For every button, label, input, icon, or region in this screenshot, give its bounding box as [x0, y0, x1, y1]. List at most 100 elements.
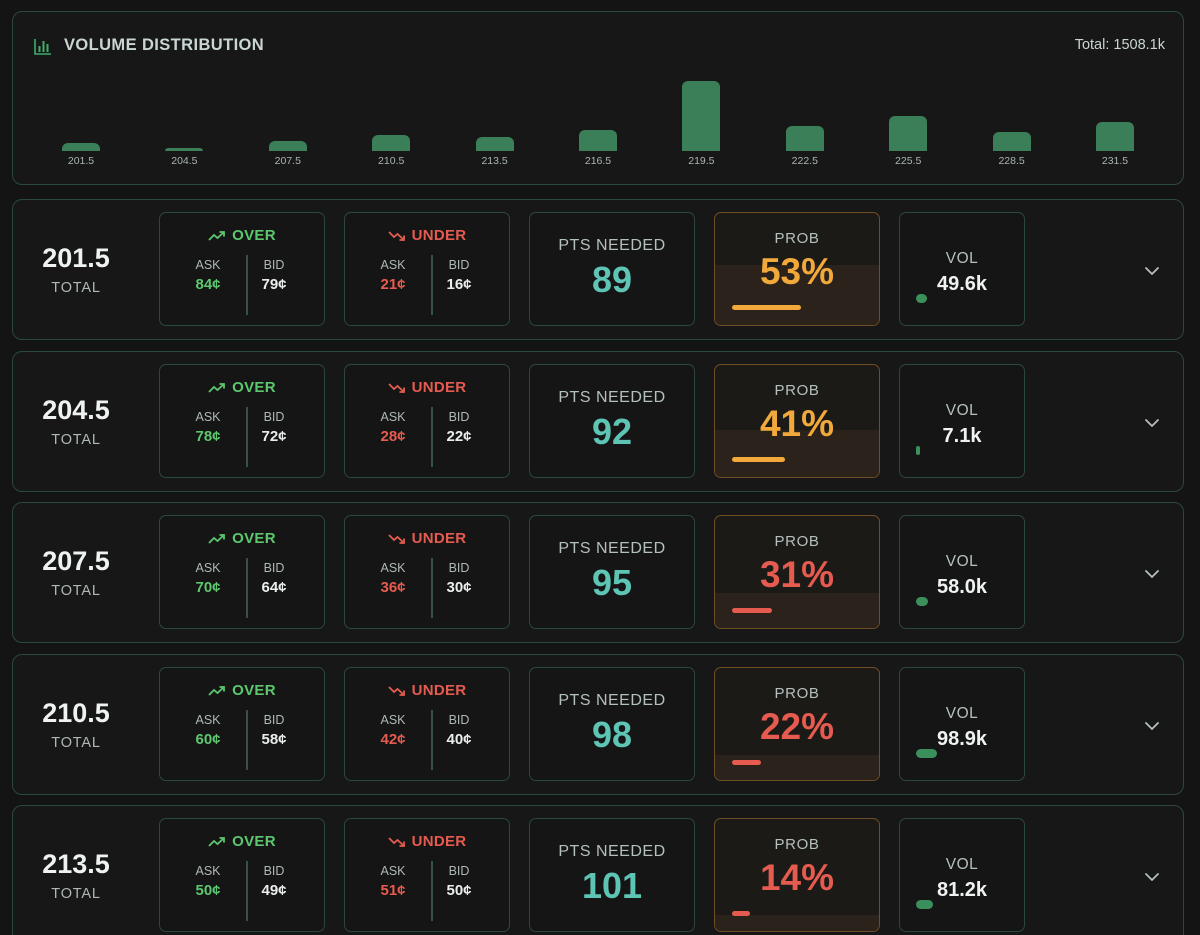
under-ask-price[interactable]: 21¢ [380, 276, 406, 293]
over-bid-price[interactable]: 58¢ [261, 731, 287, 748]
volume-value: 49.6k [936, 273, 988, 295]
volume-value: 7.1k [942, 425, 982, 447]
probability-fill [715, 265, 879, 325]
histogram-bar-label: 225.5 [895, 155, 922, 167]
over-market-card[interactable]: OVER ASK BID 78¢ 72¢ [159, 364, 325, 478]
total-line-row[interactable]: 204.5 TOTAL OVER ASK BID 78¢ 72¢ UNDER [12, 351, 1184, 492]
over-label: OVER [232, 530, 276, 547]
chevron-down-icon[interactable] [1141, 866, 1163, 888]
under-market-card[interactable]: UNDER ASK BID 28¢ 22¢ [344, 364, 510, 478]
probability-card: PROB 22% [714, 667, 880, 781]
histogram-bar-label: 201.5 [67, 155, 95, 167]
over-bid-price[interactable]: 49¢ [261, 882, 287, 899]
bid-label: BID [263, 410, 285, 424]
over-label: OVER [232, 227, 276, 244]
divider [246, 558, 248, 618]
under-ask-price[interactable]: 28¢ [380, 428, 406, 445]
volume-bar [916, 446, 920, 455]
over-market-card[interactable]: OVER ASK BID 84¢ 79¢ [159, 212, 325, 326]
probability-bar [732, 457, 785, 462]
volume-value: 81.2k [936, 879, 988, 901]
histogram-bar-label: 210.5 [378, 155, 405, 167]
over-header: OVER [160, 530, 324, 547]
histogram-bar [62, 143, 100, 151]
over-label: OVER [232, 833, 276, 850]
over-ask-price[interactable]: 60¢ [195, 731, 221, 748]
divider [246, 255, 248, 315]
bid-label: BID [448, 561, 470, 575]
probability-value: 41% [759, 403, 835, 444]
bar-chart-icon [34, 39, 51, 55]
pts-needed-value: 98 [591, 714, 633, 755]
probability-fill [715, 755, 879, 780]
pts-needed-value: 89 [591, 259, 633, 300]
total-line-row[interactable]: 210.5 TOTAL OVER ASK BID 60¢ 58¢ UNDER [12, 654, 1184, 795]
probability-label: PROB [774, 382, 820, 399]
probability-label: PROB [774, 533, 820, 550]
chevron-down-icon[interactable] [1141, 260, 1163, 282]
pts-needed-label: PTS NEEDED [558, 237, 666, 254]
pts-needed-card: PTS NEEDED 89 [529, 212, 695, 326]
chevron-down-icon[interactable] [1141, 715, 1163, 737]
histogram-bar [889, 116, 928, 151]
ask-label: ASK [380, 713, 406, 727]
total-line-value: 201.5 [42, 243, 110, 273]
volume-label: VOL [945, 402, 979, 419]
volume-label: VOL [945, 856, 979, 873]
probability-bar [732, 608, 772, 613]
probability-card: PROB 41% [714, 364, 880, 478]
total-line-row[interactable]: 213.5 TOTAL OVER ASK BID 50¢ 49¢ UNDER [12, 805, 1184, 935]
over-bid-price[interactable]: 79¢ [261, 276, 287, 293]
over-ask-price[interactable]: 70¢ [195, 579, 221, 596]
pts-needed-card: PTS NEEDED 101 [529, 818, 695, 932]
over-ask-price[interactable]: 84¢ [195, 276, 221, 293]
volume-value: 98.9k [936, 728, 988, 750]
under-ask-price[interactable]: 36¢ [380, 579, 406, 596]
bid-label: BID [448, 713, 470, 727]
distribution-title: VOLUME DISTRIBUTION [64, 36, 265, 54]
over-header: OVER [160, 379, 324, 396]
chevron-down-icon[interactable] [1141, 412, 1163, 434]
pts-needed-value: 95 [591, 562, 633, 603]
divider [246, 710, 248, 770]
histogram-bar [165, 148, 204, 151]
divider [431, 407, 433, 467]
over-market-card[interactable]: OVER ASK BID 60¢ 58¢ [159, 667, 325, 781]
over-market-card[interactable]: OVER ASK BID 70¢ 64¢ [159, 515, 325, 629]
under-bid-price[interactable]: 22¢ [446, 428, 472, 445]
volume-card: VOL 98.9k [899, 667, 1025, 781]
over-ask-price[interactable]: 78¢ [195, 428, 221, 445]
under-bid-price[interactable]: 50¢ [446, 882, 472, 899]
volume-label: VOL [945, 553, 979, 570]
histogram-bar-label: 228.5 [998, 155, 1025, 167]
over-ask-price[interactable]: 50¢ [195, 882, 221, 899]
under-market-card[interactable]: UNDER ASK BID 42¢ 40¢ [344, 667, 510, 781]
probability-bar [732, 911, 750, 916]
under-ask-price[interactable]: 51¢ [380, 882, 406, 899]
probability-label: PROB [774, 836, 820, 853]
over-bid-price[interactable]: 72¢ [261, 428, 287, 445]
probability-value: 22% [759, 706, 835, 747]
total-line-label: TOTAL [51, 735, 101, 751]
histogram-bar [372, 135, 411, 151]
under-market-card[interactable]: UNDER ASK BID 51¢ 50¢ [344, 818, 510, 932]
total-line-row[interactable]: 201.5 TOTAL OVER ASK BID 84¢ 79¢ UNDER [12, 199, 1184, 340]
ask-label: ASK [380, 561, 406, 575]
chevron-down-icon[interactable] [1141, 563, 1163, 585]
under-market-card[interactable]: UNDER ASK BID 36¢ 30¢ [344, 515, 510, 629]
under-bid-price[interactable]: 40¢ [446, 731, 472, 748]
under-bid-price[interactable]: 16¢ [446, 276, 472, 293]
under-header: UNDER [345, 379, 509, 396]
total-line-row[interactable]: 207.5 TOTAL OVER ASK BID 70¢ 64¢ UNDER [12, 502, 1184, 643]
over-bid-price[interactable]: 64¢ [261, 579, 287, 596]
pts-needed-value: 101 [581, 865, 643, 906]
ask-label: ASK [380, 410, 406, 424]
volume-label: VOL [945, 705, 979, 722]
histogram-bar [992, 132, 1031, 151]
under-ask-price[interactable]: 42¢ [380, 731, 406, 748]
bid-label: BID [263, 713, 285, 727]
under-bid-price[interactable]: 30¢ [446, 579, 472, 596]
under-market-card[interactable]: UNDER ASK BID 21¢ 16¢ [344, 212, 510, 326]
over-market-card[interactable]: OVER ASK BID 50¢ 49¢ [159, 818, 325, 932]
volume-card: VOL 81.2k [899, 818, 1025, 932]
